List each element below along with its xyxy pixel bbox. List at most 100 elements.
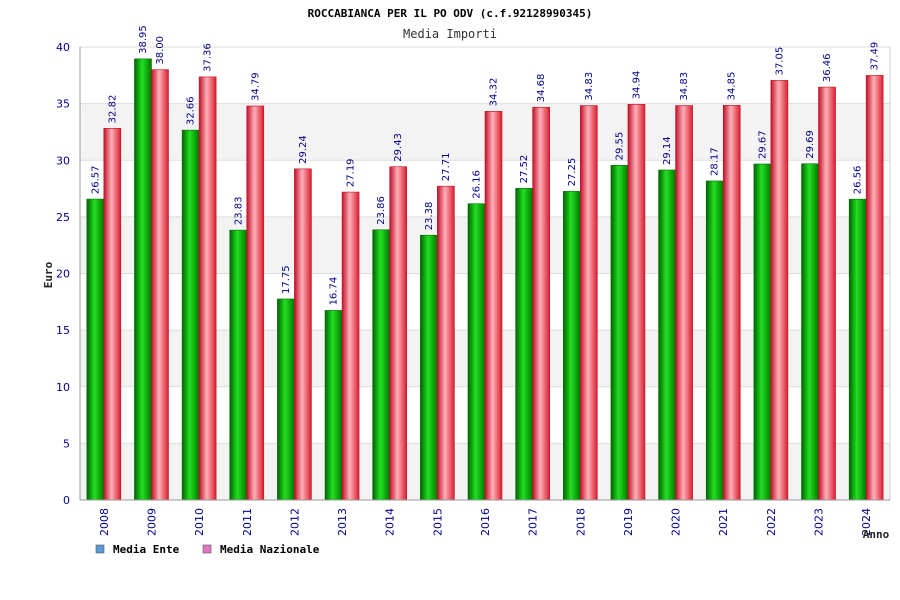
x-tick-label: 2016 xyxy=(479,508,492,536)
bar-media-nazionale-2012 xyxy=(294,168,312,501)
x-tick-label: 2022 xyxy=(765,508,778,536)
y-tick-label: 40 xyxy=(56,41,70,54)
y-tick-label: 35 xyxy=(56,98,70,111)
value-label: 37.05 xyxy=(774,47,785,76)
bar-media-ente-2016 xyxy=(467,203,486,501)
legend: Media Ente Media Nazionale xyxy=(95,543,320,556)
value-label: 34.83 xyxy=(584,72,595,101)
value-label: 36.46 xyxy=(822,53,833,82)
value-label: 27.25 xyxy=(567,158,578,187)
value-label: 26.56 xyxy=(853,166,864,195)
y-tick-label: 5 xyxy=(63,437,70,450)
bar-media-nazionale-2024 xyxy=(865,75,884,501)
value-label: 34.85 xyxy=(727,72,738,101)
legend-label-media-ente: Media Ente xyxy=(113,543,180,556)
y-tick-label: 0 xyxy=(63,494,70,507)
bar-media-nazionale-2021 xyxy=(722,105,741,501)
value-label: 32.82 xyxy=(107,95,118,124)
value-label: 16.74 xyxy=(329,277,340,306)
x-tick-label: 2024 xyxy=(860,508,873,536)
bar-media-ente-2017 xyxy=(515,188,533,501)
value-label: 29.43 xyxy=(393,133,404,162)
value-label: 28.17 xyxy=(710,147,721,176)
bar-media-nazionale-2014 xyxy=(389,166,408,501)
value-label: 23.86 xyxy=(376,196,387,225)
x-tick-label: 2008 xyxy=(98,508,111,536)
x-tick-label: 2014 xyxy=(384,508,397,536)
bar-media-nazionale-2016 xyxy=(484,111,503,501)
bar-media-ente-2019 xyxy=(610,165,629,501)
value-label: 34.94 xyxy=(631,71,642,100)
bar-media-nazionale-2019 xyxy=(627,104,646,501)
bar-media-nazionale-2017 xyxy=(532,106,550,501)
x-tick-label: 2019 xyxy=(622,508,635,536)
x-tick-label: 2013 xyxy=(336,508,349,536)
value-label: 38.95 xyxy=(138,25,149,54)
bar-media-nazionale-2008 xyxy=(103,128,122,501)
value-label: 37.36 xyxy=(203,43,214,72)
bars xyxy=(86,58,884,501)
bar-media-nazionale-2022 xyxy=(770,80,789,501)
x-axis-label: Anno xyxy=(863,528,890,541)
x-tick-label: 2015 xyxy=(431,508,444,536)
bar-media-nazionale-2009 xyxy=(151,69,169,501)
bar-media-nazionale-2010 xyxy=(198,76,217,501)
bar-media-ente-2021 xyxy=(705,180,724,501)
x-tick-label: 2012 xyxy=(288,508,301,536)
bar-media-ente-2009 xyxy=(134,58,152,501)
x-tick-labels: 2008 2009 2010 2011 2012 2013 2014 2015 2016 2017… xyxy=(98,508,873,536)
bar-media-ente-2020 xyxy=(658,169,676,501)
value-label: 34.79 xyxy=(250,72,261,101)
bar-media-ente-2023 xyxy=(801,163,819,501)
value-label: 29.67 xyxy=(757,130,768,159)
y-axis-label: Euro xyxy=(42,261,55,288)
y-tick-label: 25 xyxy=(56,211,70,224)
chart-title: ROCCABIANCA PER IL PO ODV (c.f.921289903… xyxy=(308,7,593,20)
value-label: 32.66 xyxy=(186,96,197,125)
value-label: 23.83 xyxy=(233,196,244,225)
legend-label-media-nazionale: Media Nazionale xyxy=(220,543,320,556)
x-tick-label: 2021 xyxy=(717,508,730,536)
bar-media-ente-2013 xyxy=(324,310,343,501)
chart-subtitle: Media Importi xyxy=(403,27,497,41)
bar-media-ente-2011 xyxy=(229,229,248,501)
x-tick-label: 2023 xyxy=(813,508,826,536)
y-tick-label: 20 xyxy=(56,268,70,281)
value-label: 26.57 xyxy=(90,165,101,194)
bar-media-ente-2010 xyxy=(181,129,200,501)
value-label: 29.69 xyxy=(805,130,816,159)
axes xyxy=(79,47,890,501)
legend-swatch-media-ente xyxy=(95,544,105,554)
bar-media-ente-2015 xyxy=(420,234,438,501)
value-label: 38.00 xyxy=(155,36,166,65)
bar-media-ente-2022 xyxy=(753,163,772,501)
bar-media-ente-2018 xyxy=(562,191,581,501)
value-label: 29.24 xyxy=(298,135,309,164)
value-label: 34.83 xyxy=(679,72,690,101)
value-label: 17.75 xyxy=(281,265,292,294)
x-tick-label: 2018 xyxy=(574,508,587,536)
y-tick-label: 10 xyxy=(56,381,70,394)
value-label: 23.38 xyxy=(424,202,435,231)
bar-media-nazionale-2011 xyxy=(246,105,265,501)
y-tick-labels: 0 5 10 15 20 25 30 35 40 xyxy=(56,41,70,507)
bar-media-nazionale-2023 xyxy=(818,86,836,501)
x-tick-label: 2017 xyxy=(527,508,540,536)
bar-media-nazionale-2020 xyxy=(675,105,693,501)
legend-swatch-media-nazionale xyxy=(202,544,212,554)
bar-media-ente-2014 xyxy=(372,229,391,501)
value-label: 34.68 xyxy=(536,74,547,103)
value-label: 27.19 xyxy=(346,158,357,187)
x-tick-label: 2010 xyxy=(193,508,206,536)
bar-media-nazionale-2013 xyxy=(341,191,360,501)
x-tick-label: 2020 xyxy=(670,508,683,536)
y-tick-label: 15 xyxy=(56,324,70,337)
y-tick-label: 30 xyxy=(56,154,70,167)
value-label: 37.49 xyxy=(870,42,881,71)
value-label: 34.32 xyxy=(489,78,500,107)
value-labels: 26.57 32.82 38.95 38.00 32.66 37.36 23.83 34.79… xyxy=(90,25,880,305)
x-tick-label: 2009 xyxy=(145,508,158,536)
bar-media-nazionale-2015 xyxy=(437,185,455,501)
value-label: 27.52 xyxy=(519,155,530,184)
